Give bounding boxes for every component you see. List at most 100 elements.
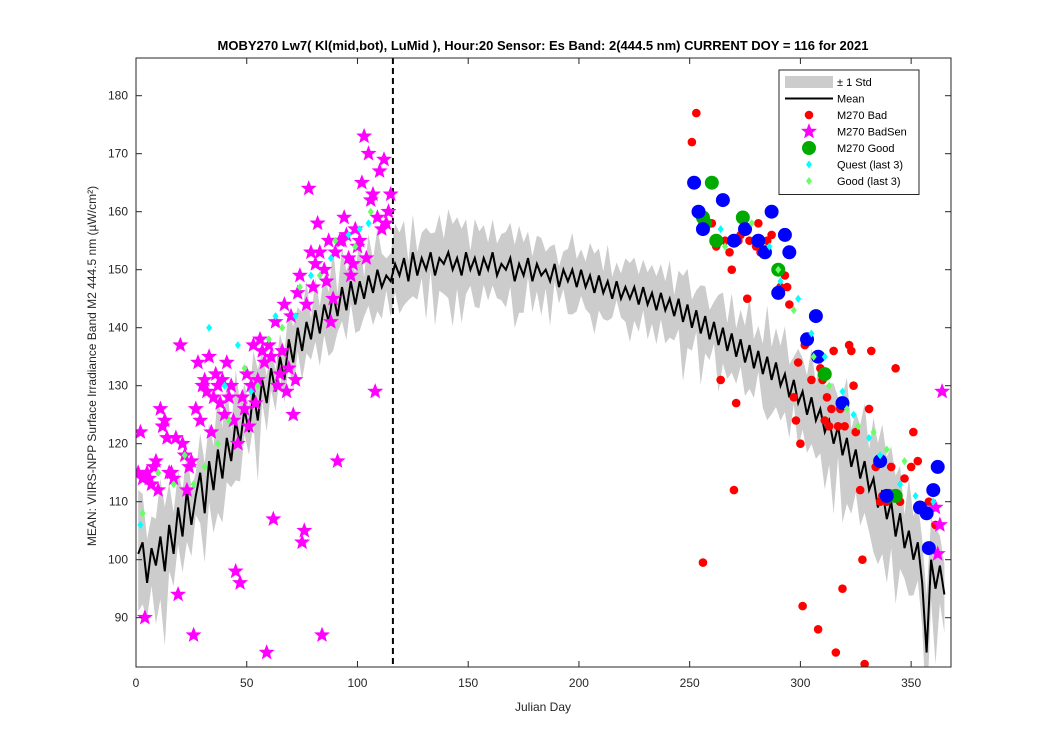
x-tick-label: 50 (240, 676, 254, 690)
point-goodlast (155, 468, 162, 477)
point-blue (771, 285, 786, 300)
point-bad (820, 416, 830, 425)
point-goodlast (201, 462, 208, 471)
point-badsen (274, 342, 291, 358)
point-goodlast (170, 480, 177, 489)
point-blue (715, 193, 730, 208)
point-badsen (198, 383, 215, 399)
legend-label-mean: Mean (837, 94, 865, 106)
point-blue (921, 541, 936, 556)
axes-layer: 0 50 100 150 200 250 300 350 90 100 110 120 130 140 15… (108, 57, 952, 690)
point-badsen (305, 278, 322, 294)
axes-box (135, 57, 952, 668)
x-tick-label: 300 (790, 676, 810, 690)
point-bad (833, 422, 843, 431)
point-badsen (240, 417, 257, 434)
point-badsen (236, 400, 253, 416)
point-badsen (178, 481, 195, 497)
point-badsen (353, 174, 370, 190)
point-blue (764, 204, 779, 219)
point-badsen (207, 365, 224, 381)
point-bad (824, 422, 834, 431)
point-goodlast (352, 242, 359, 251)
point-goodlast (748, 219, 755, 228)
y-tick-label: 130 (108, 379, 128, 393)
point-bad (813, 625, 823, 634)
point-blue (926, 483, 941, 498)
point-badsen (196, 371, 213, 387)
point-badsen (376, 151, 393, 167)
point-badsen (143, 475, 160, 492)
point-badsen (298, 296, 315, 312)
point-badsen (287, 371, 304, 387)
x-tick-label: 250 (680, 676, 700, 690)
point-badsen (307, 255, 324, 271)
point-bad (729, 485, 739, 495)
point-badsen (340, 249, 357, 265)
point-badsen (218, 354, 235, 370)
point-bad (731, 398, 741, 408)
point-goodlast (790, 306, 797, 315)
x-tick-label: 350 (901, 676, 921, 690)
point-goodlast (181, 451, 188, 460)
y-tick-label: 170 (108, 147, 128, 161)
point-blue (738, 222, 753, 237)
point-bad (725, 248, 734, 257)
point-quest (234, 341, 241, 350)
point-bad (798, 601, 807, 611)
point-badsen (214, 371, 231, 387)
point-badsen (371, 162, 388, 178)
point-bad (864, 404, 874, 414)
point-badsen (322, 313, 339, 329)
point-badsen (300, 180, 317, 196)
point-badsen (311, 243, 328, 260)
point-bad (831, 648, 841, 657)
point-badsen (291, 267, 308, 283)
point-quest (850, 410, 857, 419)
point-blue (879, 488, 894, 503)
point-bad (789, 393, 799, 402)
point-badsen (369, 209, 386, 225)
point-badsen (267, 313, 284, 329)
point-badsen (192, 412, 209, 428)
point-badsen (203, 423, 220, 439)
point-badsen (185, 626, 202, 642)
x-tick-label: 150 (458, 676, 478, 690)
point-bad (858, 555, 867, 564)
point-badsen (223, 377, 240, 393)
legend-label-bad: M270 Bad (837, 110, 887, 122)
point-quest (821, 352, 828, 361)
point-quest (248, 387, 255, 396)
point-badsen (238, 365, 255, 381)
point-quest (717, 225, 724, 234)
point-goodlast (775, 265, 782, 274)
point-badsen (358, 249, 375, 265)
point-quest (912, 491, 919, 500)
point-goodlast (843, 404, 850, 413)
point-badsen (382, 185, 399, 202)
point-badsen (174, 435, 191, 451)
point-quest (777, 277, 784, 286)
point-badsen (318, 272, 335, 289)
y-tick-label: 100 (108, 553, 128, 567)
point-good (735, 210, 750, 225)
point-bad (822, 393, 832, 402)
point-badsen (367, 383, 384, 399)
legend-swatch-bad (804, 110, 814, 120)
x-tick-label: 200 (569, 676, 589, 690)
point-bad (692, 108, 701, 118)
point-bad (860, 659, 869, 667)
y-tick-label: 120 (108, 437, 128, 451)
point-goodlast (214, 439, 221, 448)
point-goodlast (139, 509, 146, 518)
point-bad (807, 375, 816, 385)
point-badsen (294, 533, 311, 550)
point-badsen (269, 377, 286, 393)
point-quest (930, 497, 937, 506)
point-goodlast (296, 283, 303, 292)
point-badsen (147, 452, 164, 468)
point-quest (365, 219, 372, 228)
point-bad (838, 584, 847, 593)
point-bad (767, 230, 776, 240)
y-tick-label: 150 (108, 263, 128, 277)
